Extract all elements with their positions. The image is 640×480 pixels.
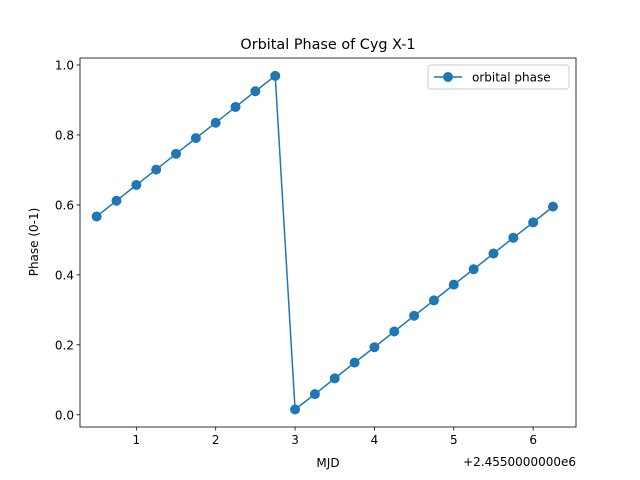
y-tick-label: 0.6 xyxy=(55,198,74,212)
x-axis-offset-label: +2.4550000000e6 xyxy=(463,455,576,469)
data-point xyxy=(349,357,360,368)
legend-marker-swatch xyxy=(443,72,453,82)
y-tick-label: 0.4 xyxy=(55,268,74,282)
data-point xyxy=(468,264,479,275)
y-tick-label: 0.2 xyxy=(55,338,74,352)
data-point xyxy=(250,86,261,97)
data-point xyxy=(428,295,439,306)
data-point xyxy=(389,326,400,337)
y-tick-label: 1.0 xyxy=(55,58,74,72)
data-point xyxy=(528,217,539,228)
legend-box xyxy=(427,64,570,90)
x-axis-label: MJD xyxy=(316,456,339,470)
data-point xyxy=(111,195,122,206)
x-tick-label: 6 xyxy=(529,433,537,447)
legend-entry-label: orbital phase xyxy=(472,71,551,85)
legend: orbital phase xyxy=(427,64,570,90)
data-point xyxy=(547,201,558,212)
data-point xyxy=(290,404,301,415)
x-tick-label: 3 xyxy=(291,433,299,447)
x-tick-label: 2 xyxy=(212,433,220,447)
data-point xyxy=(151,164,162,175)
data-point xyxy=(91,211,102,222)
data-point xyxy=(448,279,459,290)
data-point xyxy=(190,133,201,144)
data-point xyxy=(369,342,380,353)
data-point xyxy=(210,117,221,128)
data-point xyxy=(171,148,182,159)
chart-title: Orbital Phase of Cyg X-1 xyxy=(240,37,415,53)
plot-area: 1 2 3 4 5 6 0.0 0.2 0.4 0.6 0.8 1.0 xyxy=(55,57,577,447)
y-axis-label: Phase (0-1) xyxy=(27,208,41,277)
data-point xyxy=(270,70,281,81)
axes-frame xyxy=(79,57,577,428)
data-point xyxy=(329,373,340,384)
data-point xyxy=(488,248,499,259)
x-tick-label: 1 xyxy=(133,433,141,447)
data-point xyxy=(409,310,420,321)
y-tick-label: 0.0 xyxy=(55,408,74,422)
data-point xyxy=(309,389,320,400)
y-tick-label: 0.8 xyxy=(55,128,74,142)
data-point xyxy=(131,179,142,190)
data-point xyxy=(508,232,519,243)
x-tick-label: 5 xyxy=(450,433,458,447)
data-point xyxy=(230,101,241,112)
x-tick-label: 4 xyxy=(371,433,379,447)
